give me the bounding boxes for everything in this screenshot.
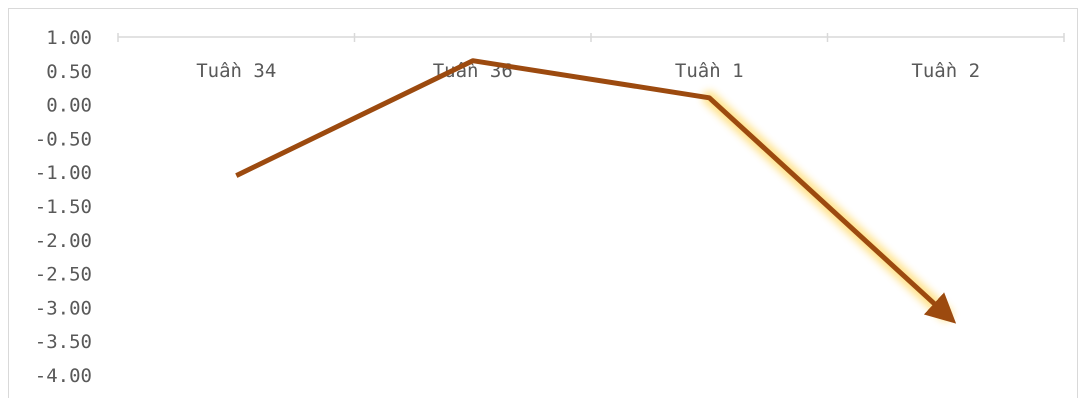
y-tick-label: -1.50 bbox=[35, 196, 92, 218]
y-tick-label: -3.00 bbox=[35, 297, 92, 319]
x-category-label: Tuần 2 bbox=[911, 60, 980, 82]
y-tick-label: 1.00 bbox=[46, 27, 92, 49]
y-tick-label: -3.50 bbox=[35, 331, 92, 353]
x-category-label: Tuần 1 bbox=[675, 60, 744, 82]
series-line bbox=[235, 58, 957, 324]
y-tick-label: -2.00 bbox=[35, 230, 92, 252]
y-tick-label: 0.50 bbox=[46, 61, 92, 83]
chart-frame bbox=[8, 8, 1078, 398]
x-category-label: Tuần 34 bbox=[196, 60, 276, 82]
y-tick-label: -0.50 bbox=[35, 128, 92, 150]
y-tick-label: -4.00 bbox=[35, 365, 92, 387]
y-tick-label: -1.00 bbox=[35, 162, 92, 184]
y-tick-label: 0.00 bbox=[46, 95, 92, 117]
y-tick-label: -2.50 bbox=[35, 264, 92, 286]
